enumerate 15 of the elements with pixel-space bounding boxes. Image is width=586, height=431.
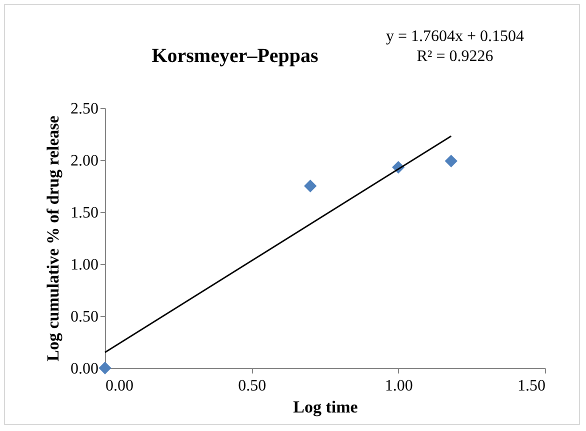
y-tick-label: 1.50 [70, 204, 98, 222]
y-tick-label: 2.00 [70, 152, 98, 170]
text: y = 1.7604x + 0.1504 [386, 28, 524, 45]
y-axis-title: Log cumulative % of drug release [44, 115, 62, 362]
y-tick-label: 0.00 [70, 360, 98, 378]
x-tick-label: 0.50 [238, 378, 266, 394]
y-tick-label: 1.00 [70, 256, 98, 274]
x-tick-label: 0.00 [106, 378, 134, 394]
y-tick-label: 0.50 [70, 308, 98, 326]
chart-title: Korsmeyer–Peppas [152, 45, 319, 67]
x-axis-title: Log time [293, 398, 358, 416]
text: R² = 0.9226 [416, 48, 494, 65]
y-tick-label: 2.50 [70, 100, 98, 118]
x-tick-label: 1.50 [518, 378, 546, 394]
x-tick-label: 1.00 [384, 378, 413, 394]
